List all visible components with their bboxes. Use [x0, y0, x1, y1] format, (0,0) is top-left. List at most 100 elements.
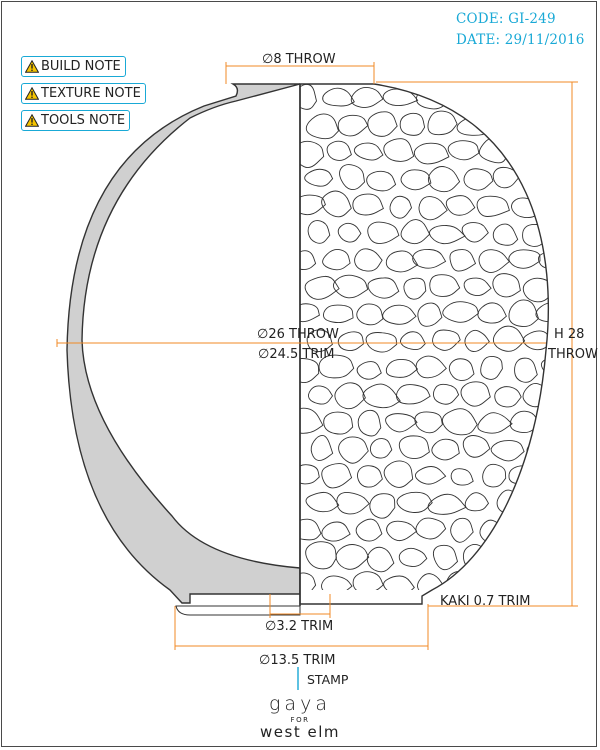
texture-cell [450, 517, 474, 543]
texture-cell [333, 274, 369, 299]
notes-panel: BUILD NOTE TEXTURE NOTE TOOLS NOTE [21, 56, 146, 137]
stamp-label: STAMP [307, 672, 349, 687]
texture-cell [508, 249, 541, 269]
texture-cell [365, 332, 398, 353]
texture-cell [477, 412, 513, 434]
texture-note-label: TEXTURE NOTE [41, 86, 141, 101]
texture-cell [403, 277, 427, 300]
texture-cell [367, 221, 400, 244]
dim-foot-outer: ∅13.5 TRIM [259, 653, 335, 668]
texture-cell [415, 355, 447, 379]
texture-cell [305, 491, 340, 513]
texture-cell [326, 140, 352, 161]
texture-cell [300, 407, 324, 434]
texture-cell [481, 575, 507, 590]
texture-cell [385, 250, 419, 273]
texture-cell [464, 492, 490, 512]
texture-cell [300, 140, 325, 169]
texture-cell [463, 277, 492, 297]
texture-cell [398, 547, 428, 567]
texture-cell [385, 358, 419, 378]
tools-note-button[interactable]: TOOLS NOTE [21, 110, 131, 131]
texture-cell [450, 468, 474, 486]
texture-cell [323, 411, 354, 435]
texture-cell [383, 460, 414, 488]
texture-cell [400, 219, 431, 245]
texture-cell [337, 114, 369, 137]
texture-cell [366, 546, 395, 573]
texture-cell [356, 303, 384, 326]
texture-cell [448, 358, 475, 381]
texture-cell [463, 168, 494, 191]
texture-cell [460, 381, 491, 407]
texture-cell [300, 464, 320, 485]
brand-for: FOR [290, 716, 310, 724]
texture-cell [322, 249, 351, 271]
texture-cell [522, 277, 549, 303]
texture-cell [441, 408, 478, 436]
texture-cell [389, 195, 412, 219]
texture-cell [396, 384, 431, 405]
texture-cell [338, 436, 369, 464]
texture-cell [490, 440, 525, 462]
texture-cell [300, 518, 322, 541]
texture-cell [431, 438, 460, 461]
dim-kaki: KAKI 0.7 TRIM [440, 594, 531, 609]
texture-cell [522, 330, 549, 351]
texture-cell [492, 223, 519, 246]
texture-cell [353, 142, 384, 161]
texture-cell [444, 85, 477, 110]
texture-cell [321, 463, 353, 489]
texture-cell [427, 493, 467, 515]
texture-cell [513, 570, 537, 590]
build-note-button[interactable]: BUILD NOTE [21, 56, 126, 77]
texture-cell [399, 112, 426, 136]
code-block: CODE: GI-249 DATE: 29/11/2016 [456, 9, 585, 51]
texture-cell [414, 411, 443, 434]
warning-icon [25, 114, 39, 127]
texture-cell [513, 517, 539, 541]
dim-max-diameter-throw: ∅26 THROW [257, 327, 339, 342]
texture-cell [523, 545, 548, 570]
texture-cell [417, 302, 443, 327]
texture-cell [494, 386, 522, 408]
texture-cell [418, 196, 448, 221]
texture-cell [414, 466, 447, 485]
texture-cell [356, 361, 382, 380]
texture-cell [538, 251, 549, 270]
texture-cell [305, 113, 340, 140]
texture-cell [366, 170, 397, 192]
texture-cell [535, 301, 549, 323]
warning-icon [25, 60, 39, 73]
texture-cell [350, 86, 384, 108]
texture-cell [539, 194, 549, 215]
texture-cell [504, 89, 541, 110]
texture-cell [300, 303, 320, 323]
texture-cell [300, 194, 326, 216]
texture-cell [449, 249, 477, 272]
texture-cell [514, 357, 538, 383]
texture-cell [429, 274, 461, 297]
dim-height-1: H 28 [554, 327, 584, 342]
texture-cell [352, 193, 384, 216]
texture-cell [398, 435, 430, 460]
texture-cell [354, 248, 383, 272]
build-note-label: BUILD NOTE [41, 59, 121, 74]
texture-cell [318, 354, 355, 379]
texture-cell [427, 110, 458, 136]
texture-cell [464, 329, 490, 352]
texture-cell [337, 222, 362, 243]
texture-cell [362, 383, 401, 409]
texture-cell [526, 167, 549, 189]
texture-cell [539, 517, 549, 544]
date-label: DATE: 29/11/2016 [456, 32, 585, 48]
dim-height-2: THROW [547, 347, 598, 362]
texture-cell [541, 408, 549, 433]
texture-cell [522, 492, 549, 511]
texture-cell [322, 87, 355, 107]
texture-note-button[interactable]: TEXTURE NOTE [21, 83, 146, 104]
texture-cell [478, 249, 510, 273]
brand-west-elm: west elm [260, 723, 340, 741]
texture-cell [335, 544, 370, 570]
